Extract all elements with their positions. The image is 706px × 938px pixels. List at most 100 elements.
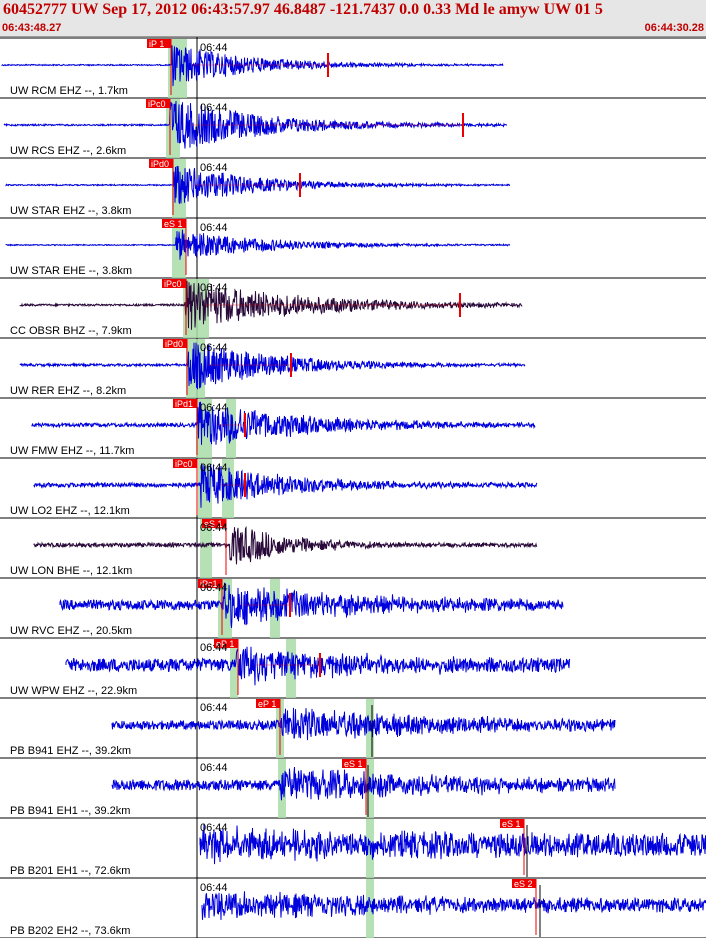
pick-tag[interactable] <box>214 639 238 648</box>
window-end-time: 06:44:30.28 <box>644 22 704 34</box>
minute-label: 06:44 <box>200 342 228 354</box>
station-label: UW RER EHZ --, 8.2km <box>10 385 126 397</box>
station-label: PB B941 EHZ --, 39.2km <box>10 745 131 757</box>
minute-label: 06:44 <box>200 402 228 414</box>
pick-label: iPc1 <box>200 579 218 589</box>
trace-row[interactable]: eS 1 06:44 UW STAR EHE --, 3.8km <box>5 219 511 278</box>
event-header: 60452777 UW Sep 17, 2012 06:43:57.97 46.… <box>0 0 706 37</box>
minute-label: 06:44 <box>200 762 228 774</box>
event-title: 60452777 UW Sep 17, 2012 06:43:57.97 46.… <box>3 1 603 18</box>
waveform <box>65 646 571 686</box>
pick-label: iPd0 <box>165 339 183 349</box>
pick-tag[interactable] <box>256 699 280 708</box>
waveform <box>5 166 511 205</box>
waveform <box>5 229 511 260</box>
waveform <box>111 707 616 741</box>
pick-label: iPc0 <box>164 279 182 289</box>
pick-label: eS 1 <box>502 819 521 829</box>
trace-row[interactable]: iPd0 06:44 UW RER EHZ --, 8.2km <box>10 339 526 398</box>
waveform <box>199 823 706 865</box>
window-start-time: 06:43:48.27 <box>2 22 62 34</box>
waveform <box>201 891 706 921</box>
pick-tag[interactable] <box>162 219 186 228</box>
pick-window <box>222 459 234 518</box>
station-label: CC OBSR BHZ --, 7.9km <box>10 325 132 337</box>
pick-tag[interactable] <box>146 99 170 108</box>
waveform <box>33 525 538 565</box>
pick-label: iPc0 <box>175 459 193 469</box>
pick-window <box>200 519 212 578</box>
pick-label: iPc0 <box>148 99 166 109</box>
station-label: UW LON BHE --, 12.1km <box>10 565 132 577</box>
pick-tag[interactable] <box>198 579 222 588</box>
pick-tag[interactable] <box>512 879 536 888</box>
trace-row[interactable]: iPd1 06:44 UW FMW EHZ --, 11.7km <box>10 399 536 458</box>
pick-tag[interactable] <box>163 339 187 348</box>
pick-tag[interactable] <box>149 159 173 168</box>
trace-row[interactable]: iPc0 06:44 CC OBSR BHZ --, 7.9km <box>10 279 523 338</box>
station-label: UW LO2 EHZ --, 12.1km <box>10 505 130 517</box>
pick-tag[interactable] <box>173 399 197 408</box>
station-label: UW FMW EHZ --, 11.7km <box>10 445 134 457</box>
trace-row[interactable]: iPc0 06:44 UW LO2 EHZ --, 12.1km <box>10 459 538 518</box>
trace-row[interactable]: iPc0 06:44 UW RCS EHZ --, 2.6km <box>3 99 508 158</box>
waveform <box>111 766 616 801</box>
pick-tag[interactable] <box>147 39 171 48</box>
pick-label: iPd0 <box>151 159 169 169</box>
pick-window <box>366 879 374 938</box>
station-label: PB B201 EH1 --, 72.6km <box>10 865 130 877</box>
minute-label: 06:44 <box>200 822 228 834</box>
station-label: UW RCS EHZ --, 2.6km <box>10 145 126 157</box>
pick-label: eP 1 <box>258 699 276 709</box>
trace-row[interactable]: eP 1 06:44 PB B941 EHZ --, 39.2km <box>10 699 616 758</box>
station-label: UW RCM EHZ --, 1.7km <box>10 85 128 97</box>
station-label: PB B941 EH1 --, 39.2km <box>10 805 130 817</box>
pick-tag[interactable] <box>202 519 226 528</box>
waveform <box>19 342 526 390</box>
pick-label: eP 1 <box>216 639 234 649</box>
waveform <box>31 401 536 445</box>
pick-label: eS 2 <box>514 879 533 889</box>
pick-tag[interactable] <box>342 759 366 768</box>
waveform <box>1 45 504 87</box>
pick-label: eS 1 <box>164 219 183 229</box>
minute-label: 06:44 <box>200 102 228 114</box>
station-label: UW WPW EHZ --, 22.9km <box>10 685 137 697</box>
trace-row[interactable]: eP 106:44 UW WPW EHZ --, 22.9km <box>10 639 571 698</box>
pick-tag[interactable] <box>162 279 186 288</box>
pick-tag[interactable] <box>173 459 197 468</box>
trace-row[interactable]: eS 106:44 UW LON BHE --, 12.1km <box>10 519 538 578</box>
minute-label: 06:44 <box>200 642 228 654</box>
pick-tag[interactable] <box>500 819 524 828</box>
trace-row[interactable]: eS 1 06:44 PB B941 EH1 --, 39.2km <box>10 759 616 818</box>
station-label: UW STAR EHZ --, 3.8km <box>10 205 131 217</box>
pick-window <box>270 579 280 638</box>
minute-label: 06:44 <box>200 522 228 534</box>
pick-label: iP 1 <box>149 39 164 49</box>
trace-panel[interactable]: iP 1 06:44 UW RCM EHZ --, 1.7km iPc0 06:44 UW… <box>0 37 706 938</box>
trace-row[interactable]: iPd0 06:44 UW STAR EHZ --, 3.8km <box>5 159 511 218</box>
pick-label: eS 1 <box>344 759 363 769</box>
minute-label: 06:44 <box>200 702 228 714</box>
waveform <box>3 100 508 149</box>
pick-window <box>230 639 238 698</box>
minute-label: 06:44 <box>200 162 228 174</box>
station-label: UW RVC EHZ --, 20.5km <box>10 625 132 637</box>
station-label: UW STAR EHE --, 3.8km <box>10 265 132 277</box>
minute-label: 06:44 <box>200 222 228 234</box>
pick-label: iPd1 <box>175 399 193 409</box>
trace-row[interactable]: eS 1 06:44 PB B201 EH1 --, 72.6km <box>10 819 706 878</box>
pick-label: eS 1 <box>204 519 223 529</box>
waveform <box>59 582 564 628</box>
minute-label: 06:44 <box>200 42 228 54</box>
trace-row[interactable]: iP 1 06:44 UW RCM EHZ --, 1.7km <box>1 39 504 98</box>
minute-label: 06:44 <box>200 882 228 894</box>
minute-label: 06:44 <box>200 282 228 294</box>
minute-label: 06:44 <box>200 462 228 474</box>
trace-row[interactable]: eS 2 06:44 PB B202 EH2 --, 73.6km <box>10 879 706 938</box>
waveform <box>33 463 538 508</box>
station-label: PB B202 EH2 --, 73.6km <box>10 925 130 937</box>
minute-label: 06:44 <box>200 582 228 594</box>
